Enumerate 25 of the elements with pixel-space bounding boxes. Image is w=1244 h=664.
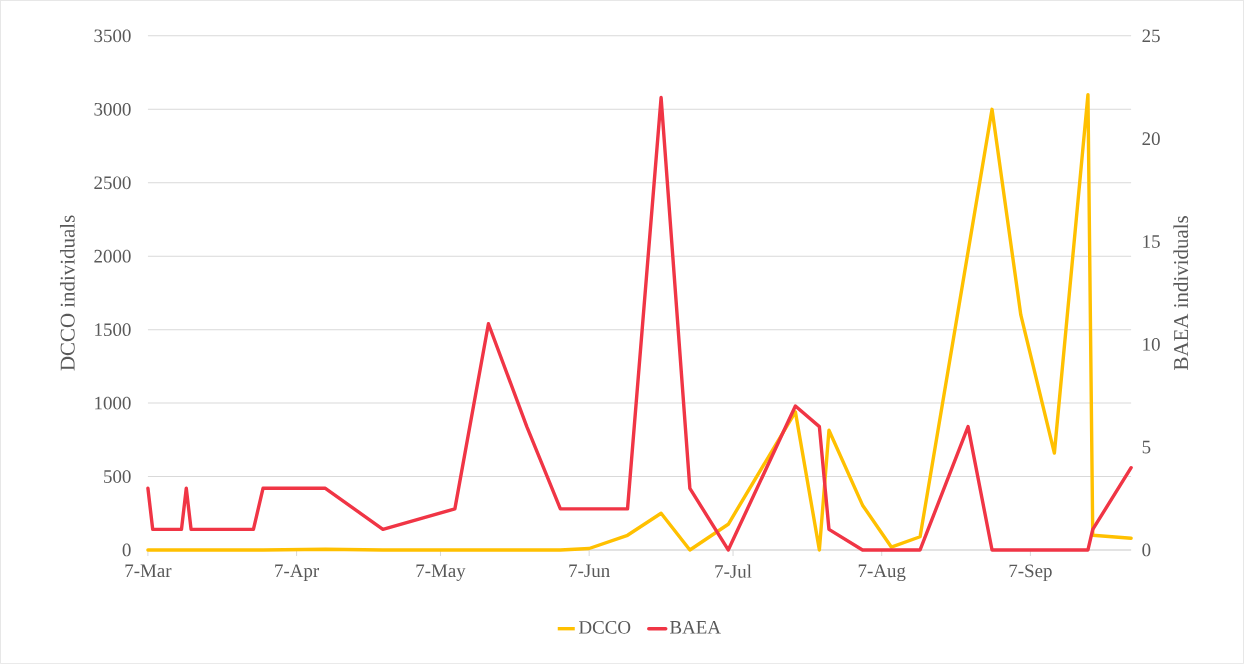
legend-label: DCCO: [579, 621, 631, 634]
y2-axis-title: BAEA individuals: [1173, 216, 1189, 370]
y-tick-label: 1500: [95, 323, 131, 337]
y-axis-title: DCCO individuals: [59, 215, 75, 371]
x-tick-label: 7-Sep: [1009, 564, 1052, 582]
x-tick-label: 7-Jul: [715, 564, 752, 578]
y2-tick-label: 0: [1142, 543, 1151, 557]
y2-tick-label: 10: [1143, 338, 1160, 351]
x-tick-label: 7-Apr: [275, 564, 320, 582]
y-tick-label: 3500: [94, 29, 131, 43]
x-tick-label: 7-Aug: [858, 564, 906, 582]
legend-label: BAEA: [670, 621, 721, 634]
y-tick-label: 2500: [94, 176, 131, 190]
y-tick-label: 2000: [94, 249, 131, 263]
x-tick-label: 7-Jun: [569, 564, 610, 578]
y-tick-label: 1000: [95, 396, 131, 410]
y-tick-label: 0: [122, 543, 131, 557]
y2-tick-label: 5: [1142, 440, 1151, 454]
y-tick-label: 3000: [94, 103, 131, 116]
y2-tick-label: 25: [1142, 29, 1160, 43]
x-tick-label: 7-May: [416, 564, 466, 582]
x-tick-label: 7-Mar: [125, 564, 172, 578]
y2-tick-label: 20: [1142, 132, 1160, 146]
y-tick-label: 500: [104, 470, 131, 483]
y2-tick-label: 15: [1143, 235, 1160, 248]
